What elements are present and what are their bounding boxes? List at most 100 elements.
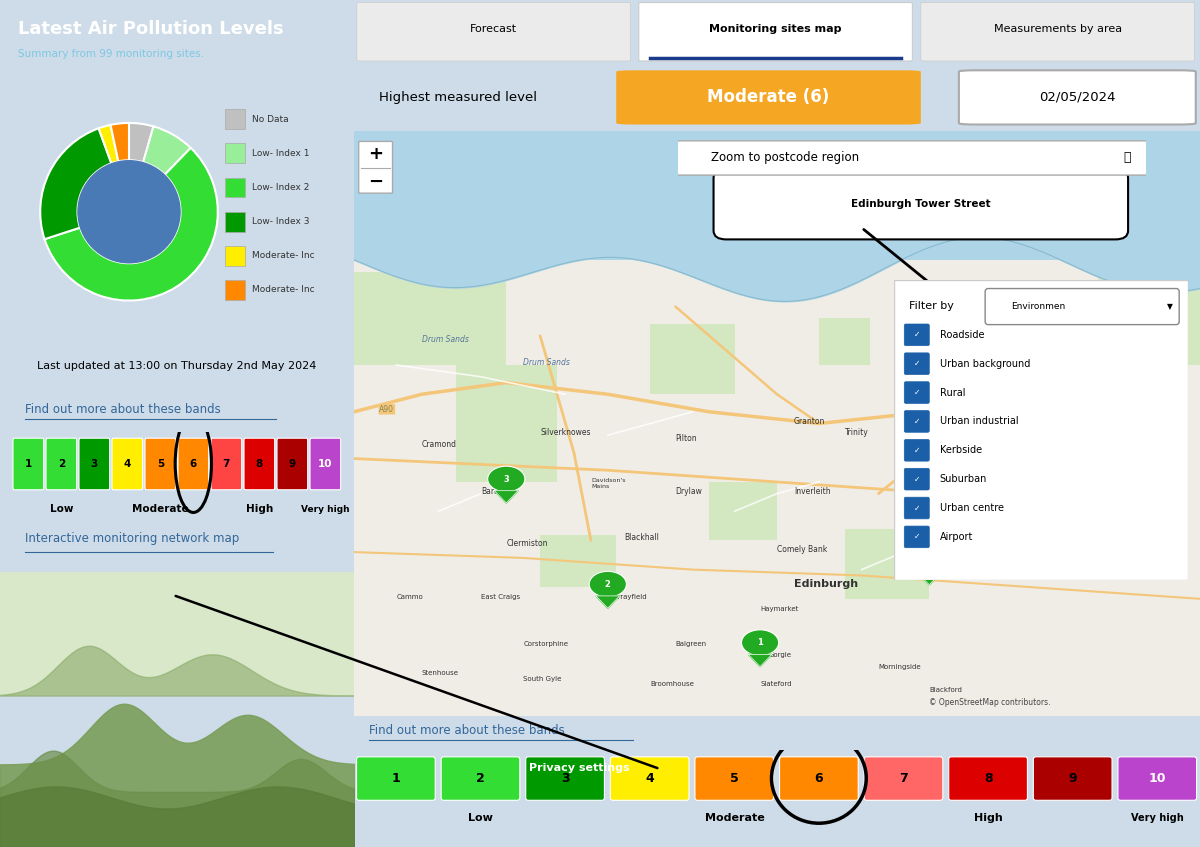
FancyBboxPatch shape xyxy=(638,3,912,61)
Text: +: + xyxy=(368,145,383,163)
Text: 02/05/2024: 02/05/2024 xyxy=(1039,91,1116,104)
Text: Very high: Very high xyxy=(1132,813,1184,823)
Polygon shape xyxy=(918,573,941,584)
Text: No Data: No Data xyxy=(252,114,289,124)
Text: © OpenStreetMap contributors.: © OpenStreetMap contributors. xyxy=(929,698,1051,707)
Text: ✓: ✓ xyxy=(913,330,920,340)
Bar xyxy=(224,143,246,163)
Text: Low- Index 1: Low- Index 1 xyxy=(252,149,310,158)
Text: Davidson's
Mains: Davidson's Mains xyxy=(590,478,625,489)
Text: −: − xyxy=(368,173,383,191)
FancyBboxPatch shape xyxy=(356,757,436,800)
Bar xyxy=(224,246,246,266)
Text: 2: 2 xyxy=(605,579,611,589)
Text: Comely Bank: Comely Bank xyxy=(778,545,827,554)
Circle shape xyxy=(995,358,1032,384)
Text: Moderate- Inc: Moderate- Inc xyxy=(252,252,314,260)
Text: ✓: ✓ xyxy=(913,359,920,368)
Text: ✓: ✓ xyxy=(913,446,920,455)
Text: 10: 10 xyxy=(1148,772,1166,784)
FancyBboxPatch shape xyxy=(905,324,929,346)
FancyBboxPatch shape xyxy=(905,497,929,519)
Bar xyxy=(650,324,734,394)
Text: Moderate: Moderate xyxy=(132,504,188,514)
FancyBboxPatch shape xyxy=(13,438,43,490)
Bar xyxy=(820,318,870,365)
Text: 3: 3 xyxy=(560,772,569,784)
FancyBboxPatch shape xyxy=(617,70,920,125)
Text: Environmen: Environmen xyxy=(1012,302,1066,311)
Bar xyxy=(845,529,929,599)
FancyBboxPatch shape xyxy=(949,757,1027,800)
FancyBboxPatch shape xyxy=(211,438,241,490)
FancyBboxPatch shape xyxy=(905,411,929,432)
Bar xyxy=(0,572,354,695)
Bar xyxy=(709,482,778,540)
Text: 6: 6 xyxy=(1010,367,1016,375)
Text: Low- Index 2: Low- Index 2 xyxy=(252,183,310,192)
Text: Last updated at 13:00 on Thursday 2nd May 2024: Last updated at 13:00 on Thursday 2nd Ma… xyxy=(37,362,317,371)
Text: Find out more about these bands: Find out more about these bands xyxy=(25,402,221,416)
Text: ✓: ✓ xyxy=(913,533,920,541)
Text: Balgreen: Balgreen xyxy=(676,640,707,646)
Text: Barnton: Barnton xyxy=(481,487,511,495)
Text: Murrayfield: Murrayfield xyxy=(607,594,648,600)
Text: Urban background: Urban background xyxy=(940,358,1030,368)
Text: ✓: ✓ xyxy=(913,388,920,397)
Text: 9: 9 xyxy=(1068,772,1076,784)
FancyBboxPatch shape xyxy=(310,438,341,490)
Text: Highest measured level: Highest measured level xyxy=(379,91,538,104)
Polygon shape xyxy=(596,596,619,608)
FancyBboxPatch shape xyxy=(244,438,275,490)
Bar xyxy=(540,534,617,587)
Text: 10: 10 xyxy=(318,458,332,468)
Text: Slateford: Slateford xyxy=(760,682,792,688)
Polygon shape xyxy=(1002,383,1026,395)
Text: High: High xyxy=(246,504,274,514)
Wedge shape xyxy=(44,148,217,301)
Circle shape xyxy=(911,548,948,573)
Text: Moderate- Inc: Moderate- Inc xyxy=(252,285,314,295)
Text: Privacy settings: Privacy settings xyxy=(529,763,629,773)
Text: Moderate (6): Moderate (6) xyxy=(708,88,829,107)
Bar xyxy=(224,178,246,197)
FancyBboxPatch shape xyxy=(671,141,1153,175)
Text: Filter by: Filter by xyxy=(908,301,954,311)
Text: Drylaw: Drylaw xyxy=(676,487,702,495)
Text: Silverknowes: Silverknowes xyxy=(540,429,590,437)
Text: 3: 3 xyxy=(926,556,932,565)
Polygon shape xyxy=(980,406,1004,418)
Text: 7: 7 xyxy=(899,772,908,784)
Text: Measurements by area: Measurements by area xyxy=(994,24,1122,34)
Text: ✓: ✓ xyxy=(913,474,920,484)
Text: 1: 1 xyxy=(391,772,401,784)
Text: Urban centre: Urban centre xyxy=(940,503,1003,513)
FancyBboxPatch shape xyxy=(894,280,1188,580)
Text: Craigentinny: Craigentinny xyxy=(1048,490,1088,495)
FancyBboxPatch shape xyxy=(526,757,605,800)
FancyBboxPatch shape xyxy=(905,382,929,403)
Bar xyxy=(1098,260,1200,365)
Text: Blackford: Blackford xyxy=(929,687,962,694)
Bar xyxy=(354,260,1200,716)
Text: Latest Air Pollution Levels: Latest Air Pollution Levels xyxy=(18,19,283,37)
Bar xyxy=(354,131,1200,272)
FancyBboxPatch shape xyxy=(695,757,774,800)
Text: 4: 4 xyxy=(124,458,131,468)
FancyBboxPatch shape xyxy=(864,757,943,800)
FancyBboxPatch shape xyxy=(714,169,1128,240)
FancyBboxPatch shape xyxy=(905,526,929,548)
Text: Duddingston: Duddingston xyxy=(904,560,944,565)
Text: Monitoring sites map: Monitoring sites map xyxy=(709,24,842,34)
Text: Canonmills: Canonmills xyxy=(904,487,947,495)
Text: High: High xyxy=(974,813,1003,823)
Text: Drum Sands: Drum Sands xyxy=(523,358,570,367)
Text: Haymarket: Haymarket xyxy=(760,606,798,612)
Text: 9: 9 xyxy=(289,458,296,468)
Text: A90: A90 xyxy=(379,405,395,414)
Text: 1: 1 xyxy=(757,638,763,647)
Text: Drum Sands: Drum Sands xyxy=(421,335,468,344)
Text: 5: 5 xyxy=(730,772,739,784)
FancyBboxPatch shape xyxy=(905,353,929,374)
FancyBboxPatch shape xyxy=(920,3,1194,61)
